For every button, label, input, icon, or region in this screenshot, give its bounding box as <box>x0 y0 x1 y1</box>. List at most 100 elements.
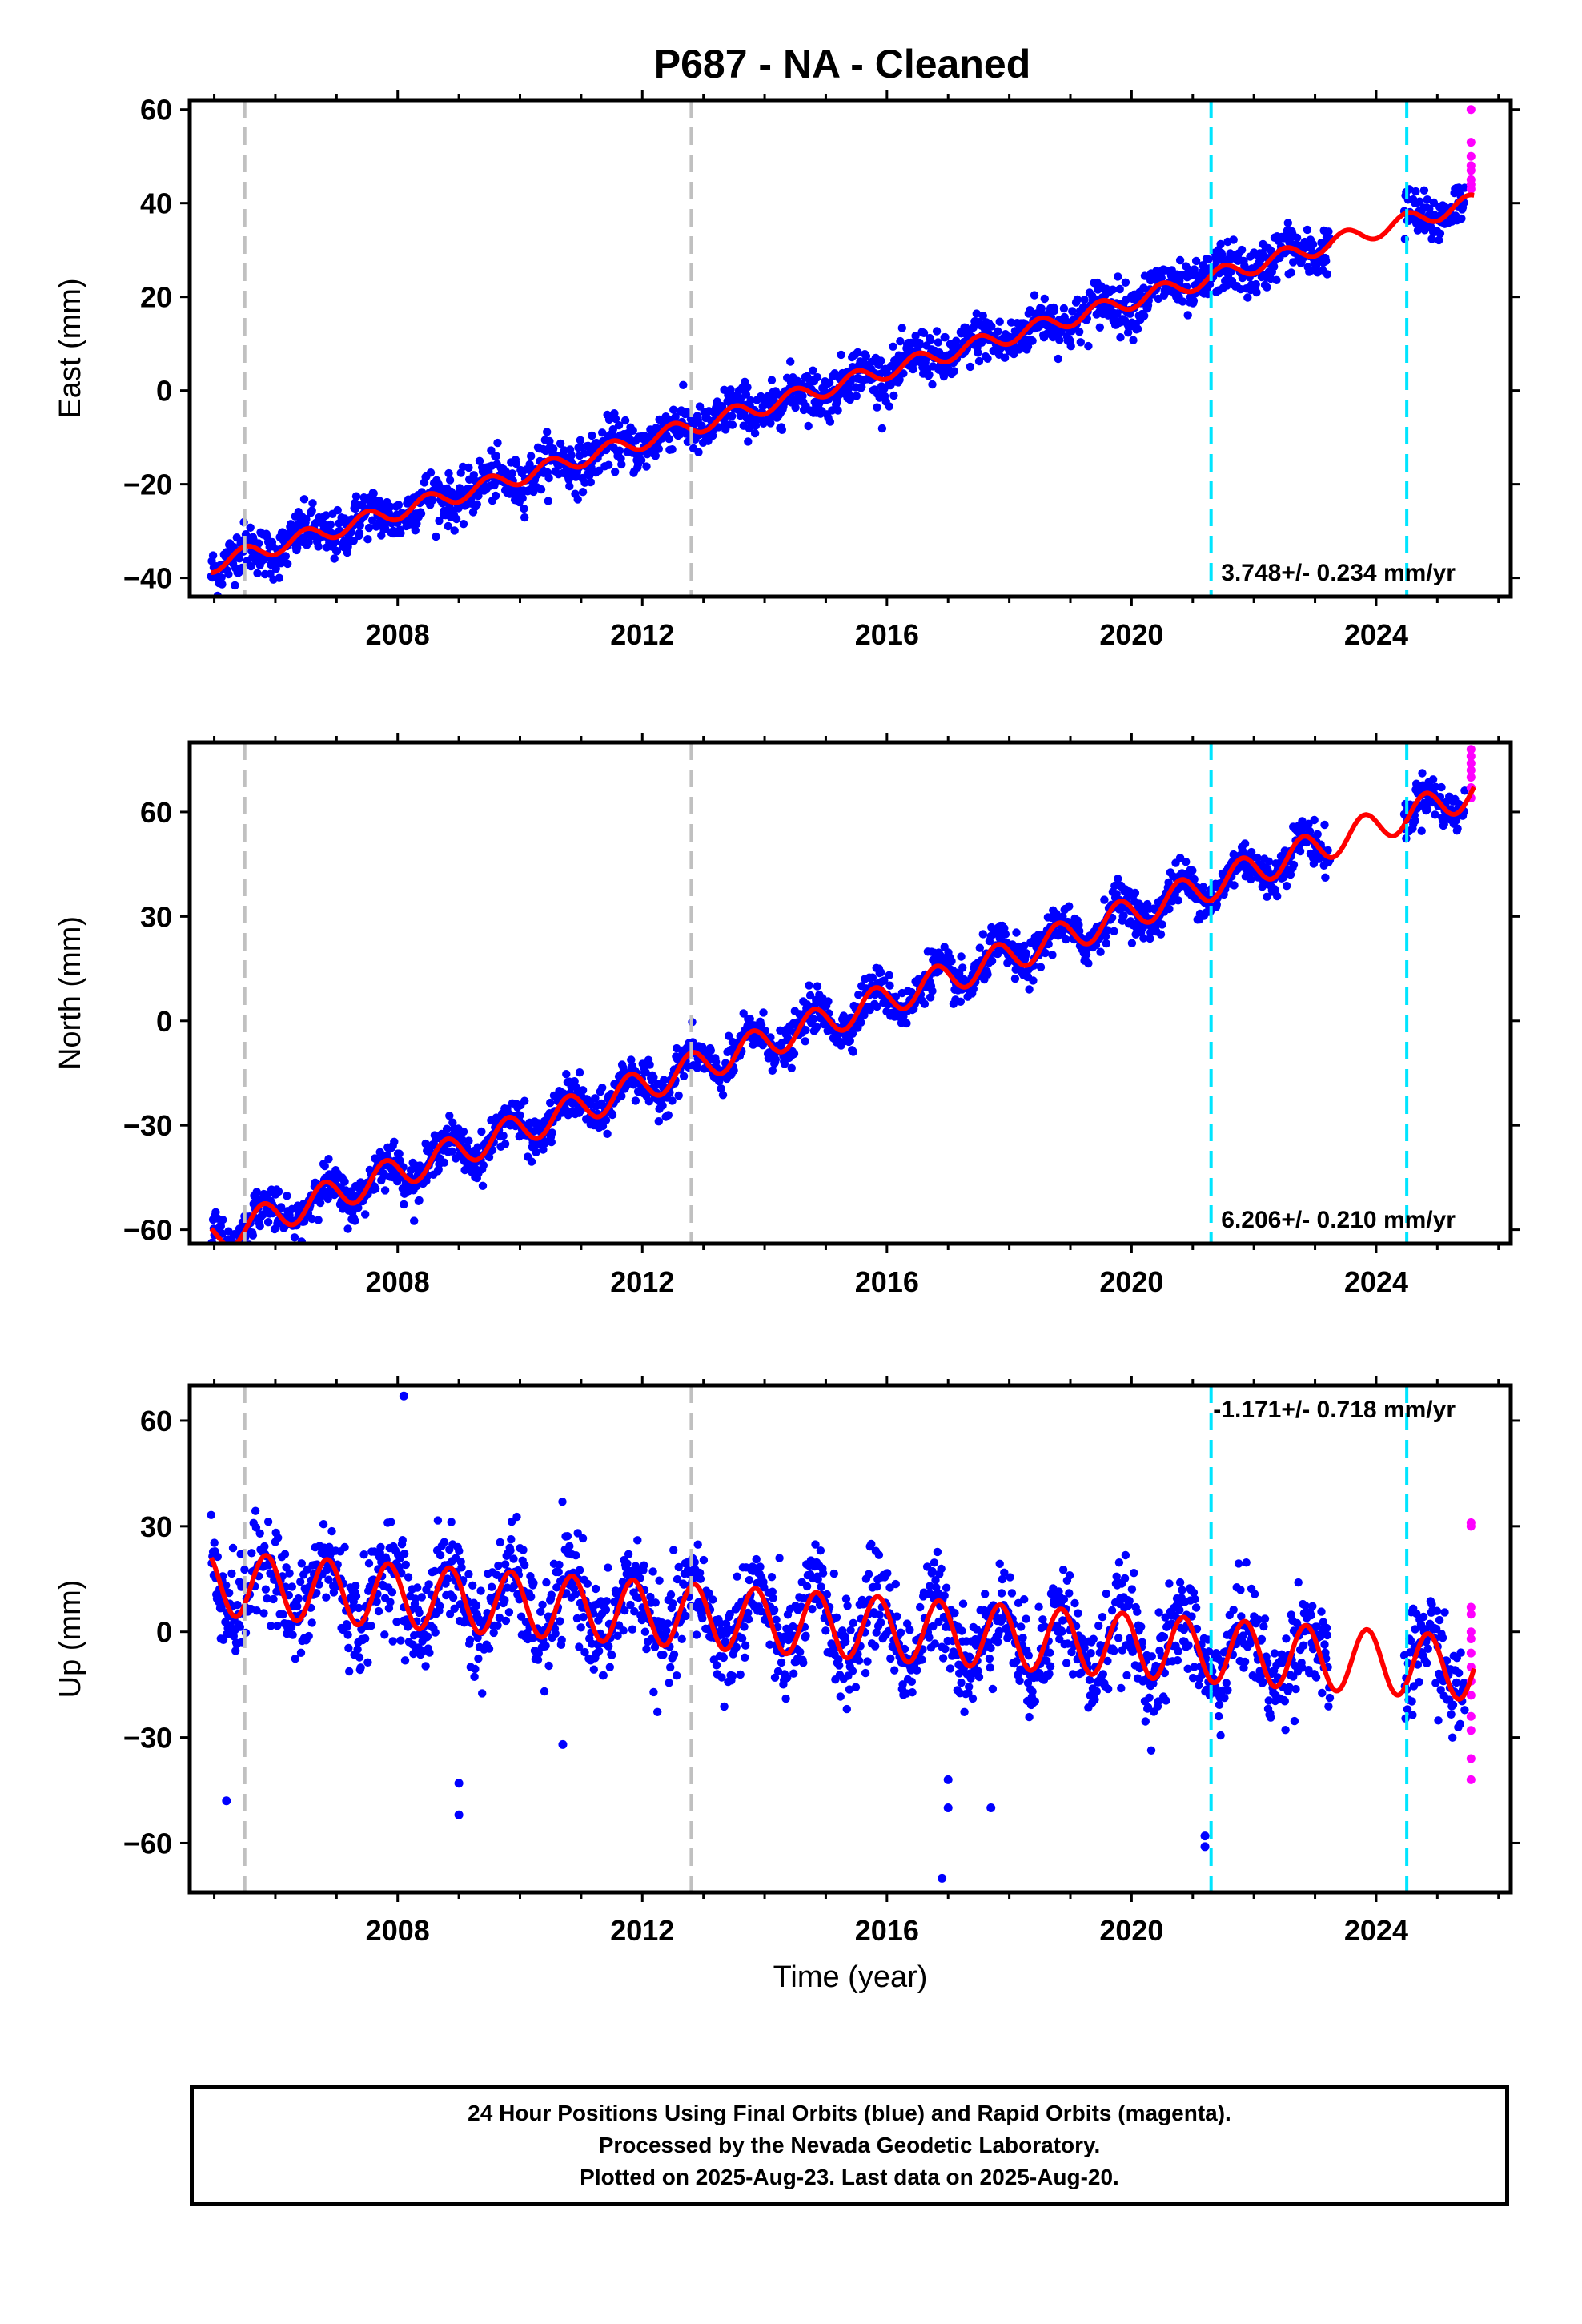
data-point <box>956 997 966 1007</box>
data-point <box>854 1656 864 1665</box>
data-point <box>653 1707 662 1716</box>
data-point <box>1130 888 1140 898</box>
data-point <box>837 350 845 360</box>
data-point <box>651 452 660 460</box>
data-point <box>432 532 440 541</box>
data-point <box>355 1653 364 1662</box>
data-point <box>1313 830 1322 839</box>
data-point <box>813 982 822 991</box>
data-point <box>604 1563 612 1572</box>
data-point <box>326 520 335 529</box>
data-point <box>1415 197 1424 206</box>
data-point <box>665 1679 673 1687</box>
data-point <box>563 1532 572 1541</box>
data-point <box>459 520 468 529</box>
x-tick-label: 2024 <box>1344 618 1408 651</box>
data-point <box>478 1181 488 1191</box>
data-point <box>1175 255 1185 265</box>
data-point <box>575 1068 584 1077</box>
data-point <box>519 1546 528 1554</box>
data-point <box>775 1554 784 1562</box>
data-point <box>367 1622 375 1630</box>
data-point <box>477 1127 486 1136</box>
data-point <box>504 1608 514 1617</box>
data-point <box>260 1542 269 1551</box>
y-tick-label: 20 <box>140 281 172 314</box>
data-point <box>279 1610 287 1619</box>
data-point <box>1157 274 1166 283</box>
data-point <box>578 1086 588 1095</box>
data-point <box>1270 262 1279 271</box>
data-point <box>745 1575 754 1585</box>
data-point <box>845 1036 855 1045</box>
data-point <box>1100 895 1109 904</box>
data-point <box>1441 203 1450 212</box>
data-point <box>1054 354 1062 364</box>
data-point <box>677 1634 686 1643</box>
data-point <box>1133 324 1142 333</box>
data-point <box>1073 295 1082 304</box>
data-point <box>417 1593 426 1602</box>
data-point <box>619 1626 628 1635</box>
data-point <box>1178 297 1187 306</box>
data-point <box>636 456 646 464</box>
data-point <box>565 1542 574 1550</box>
data-point <box>363 535 372 544</box>
data-point <box>1030 291 1039 300</box>
data-point <box>877 968 885 977</box>
data-point <box>595 466 604 475</box>
data-point <box>400 1200 408 1209</box>
data-point <box>608 1110 617 1120</box>
data-point <box>255 1529 264 1538</box>
data-point <box>798 392 807 400</box>
data-point <box>781 1694 790 1703</box>
data-point <box>343 1224 352 1233</box>
data-point <box>1457 214 1466 223</box>
data-point <box>398 1536 407 1545</box>
data-point <box>1165 904 1174 914</box>
data-point <box>1174 896 1182 905</box>
data-point <box>693 1540 702 1549</box>
data-point <box>712 1661 721 1670</box>
data-point <box>767 1573 777 1582</box>
data-point <box>567 451 576 460</box>
data-point <box>294 1594 303 1603</box>
data-point <box>885 971 893 980</box>
data-point <box>307 1618 316 1627</box>
data-point <box>893 1612 901 1621</box>
data-point <box>835 1661 844 1670</box>
data-point <box>1108 285 1118 294</box>
data-point <box>302 515 311 524</box>
data-point <box>387 1588 397 1597</box>
data-point <box>1230 881 1239 890</box>
data-point <box>500 1560 510 1569</box>
data-point <box>930 1558 939 1567</box>
data-point <box>925 370 934 380</box>
data-point <box>488 1582 496 1591</box>
data-point <box>640 1561 648 1570</box>
data-point <box>1062 935 1070 944</box>
data-point <box>274 1187 283 1196</box>
data-point <box>1059 304 1069 313</box>
data-point <box>983 354 992 363</box>
data-point <box>1417 826 1426 835</box>
data-point <box>474 1654 483 1663</box>
data-point <box>547 1590 556 1599</box>
data-point <box>547 1137 556 1147</box>
data-point <box>854 991 863 999</box>
y-tick-label: −20 <box>123 468 172 501</box>
data-point <box>669 405 678 414</box>
data-point <box>628 1625 637 1634</box>
data-point <box>431 1628 440 1637</box>
data-point <box>565 481 574 491</box>
data-point <box>1190 265 1199 274</box>
data-point <box>640 1627 650 1636</box>
data-point <box>873 403 881 412</box>
data-point <box>1156 930 1166 939</box>
data-point <box>445 476 455 485</box>
data-point <box>259 1609 268 1618</box>
data-point <box>1320 820 1329 830</box>
data-point <box>1096 947 1105 956</box>
data-point <box>829 1569 839 1578</box>
